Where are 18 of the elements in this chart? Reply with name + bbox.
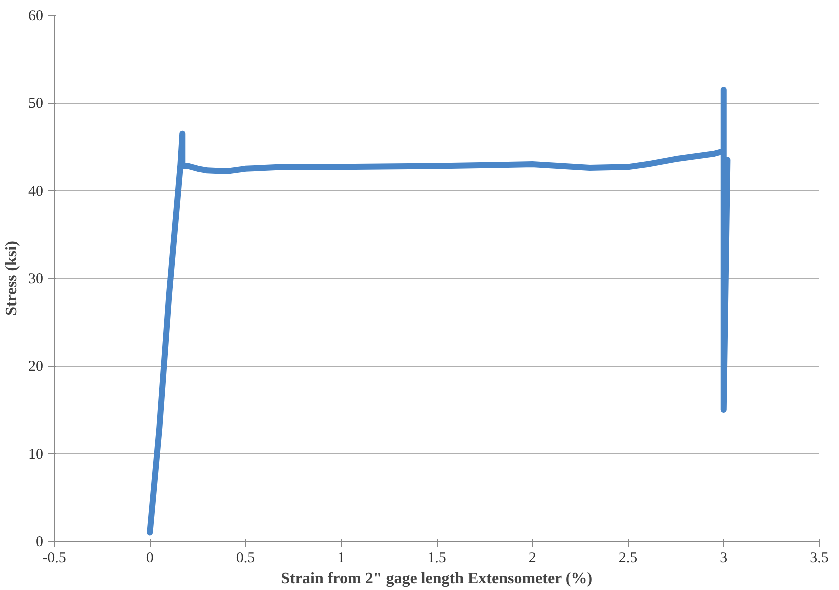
y-axis-title: Stress (ksi) xyxy=(4,241,20,316)
x-tick-label: 1.5 xyxy=(428,550,446,566)
y-tick-label: 0 xyxy=(36,534,44,550)
x-tick-label: 2.5 xyxy=(618,550,638,566)
y-tick-label: 20 xyxy=(28,359,44,376)
x-tick-label: 0 xyxy=(146,550,154,566)
y-tick-label: 30 xyxy=(28,272,44,288)
x-tick-label: 1 xyxy=(338,550,346,566)
x-tick-label: 3 xyxy=(720,550,728,566)
y-tick-label: 10 xyxy=(28,446,44,463)
x-axis-title: Strain from 2" gage length Extensometer (%) xyxy=(281,570,593,588)
x-tick-label: 2 xyxy=(528,550,536,566)
x-tick-label: 3.5 xyxy=(810,550,829,566)
y-tick-label: 40 xyxy=(28,184,44,200)
y-tick-label: 50 xyxy=(28,96,44,112)
y-tick-label: 60 xyxy=(28,8,44,24)
x-tick-label: 0.5 xyxy=(236,550,256,566)
x-tick-label: -0.5 xyxy=(42,550,66,566)
